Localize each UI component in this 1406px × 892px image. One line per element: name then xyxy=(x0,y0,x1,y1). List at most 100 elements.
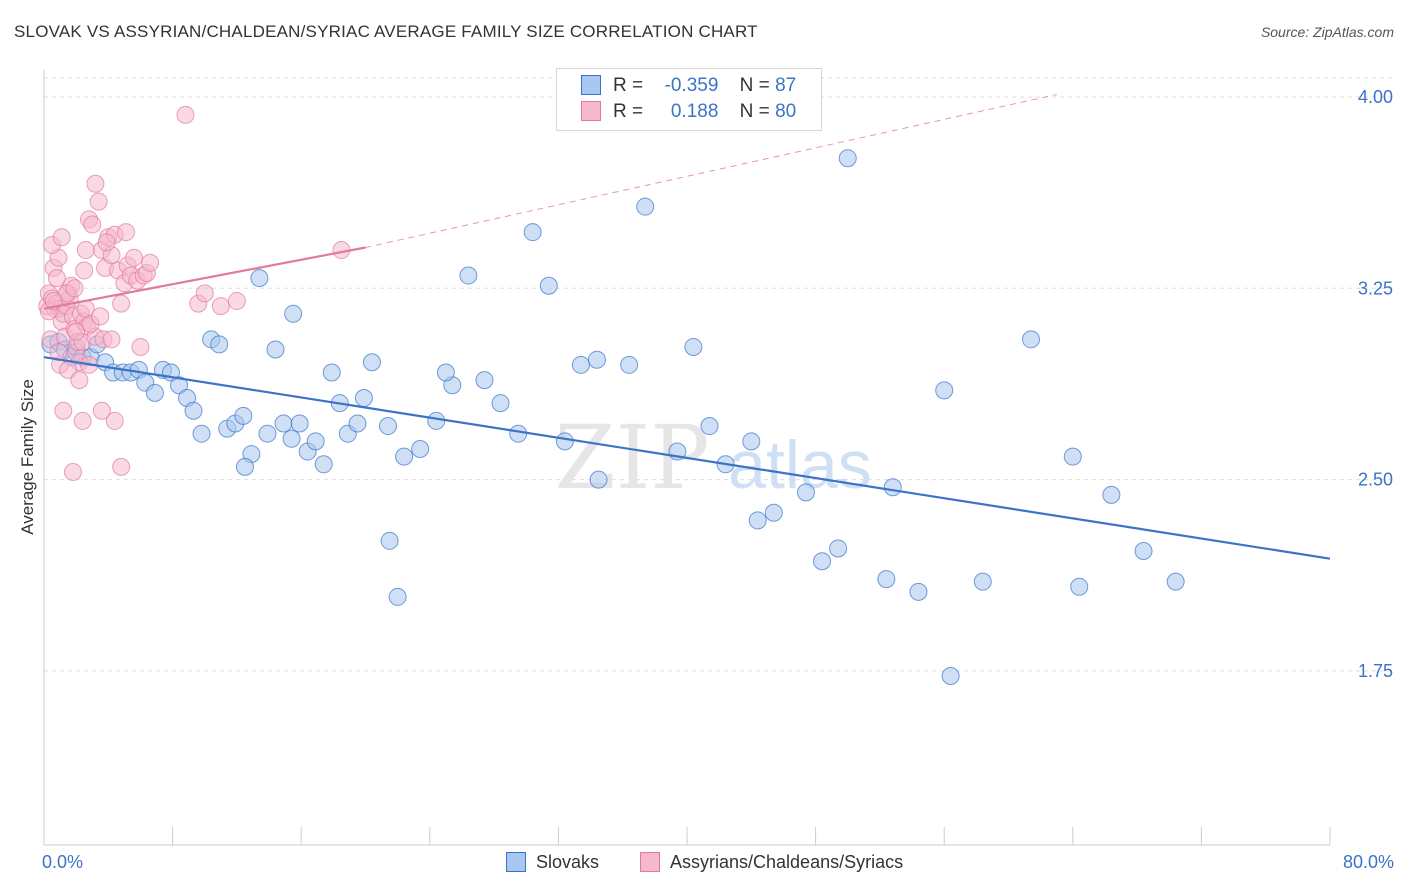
data-point xyxy=(1166,572,1185,591)
x-tick-min: 0.0% xyxy=(42,852,84,872)
data-point xyxy=(131,337,150,356)
data-point xyxy=(234,406,253,425)
data-point xyxy=(935,381,954,400)
data-point xyxy=(883,478,902,497)
y-tick-label: 2.50 xyxy=(1358,470,1393,490)
data-point xyxy=(116,223,135,242)
data-point xyxy=(86,174,105,193)
data-point xyxy=(290,414,309,433)
data-point xyxy=(587,350,606,369)
data-point xyxy=(411,439,430,458)
data-point xyxy=(192,424,211,443)
data-point xyxy=(684,337,703,356)
data-point xyxy=(102,330,121,349)
trend-extension-line xyxy=(365,93,1057,248)
data-point xyxy=(748,511,767,530)
data-point xyxy=(973,572,992,591)
chart-source: Source: ZipAtlas.com xyxy=(1260,24,1394,40)
legend-r-label: R = xyxy=(613,75,644,96)
legend-swatch-pink xyxy=(640,852,660,872)
data-point xyxy=(266,340,285,359)
data-point xyxy=(92,401,111,420)
data-point xyxy=(436,363,455,382)
trend-line xyxy=(43,246,366,310)
data-point xyxy=(112,294,131,313)
data-point xyxy=(274,414,293,433)
legend-n-label: N = xyxy=(739,101,770,122)
data-point xyxy=(620,355,639,374)
legend-n-value: 87 xyxy=(775,75,797,96)
data-point xyxy=(636,197,655,216)
data-point xyxy=(838,149,857,168)
data-point xyxy=(235,457,254,476)
data-point xyxy=(523,223,542,242)
data-point xyxy=(796,483,815,502)
data-point xyxy=(52,228,71,247)
data-point xyxy=(571,355,590,374)
data-point xyxy=(89,192,108,211)
data-point xyxy=(1134,542,1153,561)
data-point xyxy=(49,343,68,362)
data-point xyxy=(764,503,783,522)
data-point xyxy=(282,429,301,448)
data-point xyxy=(555,432,574,451)
data-point xyxy=(388,587,407,606)
chart-title: SLOVAK VS ASSYRIAN/CHALDEAN/SYRIAC AVERA… xyxy=(14,22,758,41)
axes xyxy=(43,70,1331,846)
data-point xyxy=(67,322,86,341)
data-point xyxy=(195,284,214,303)
legend-label: Assyrians/Chaldeans/Syriacs xyxy=(670,852,904,872)
bottom-legend-slovaks: Slovaks xyxy=(506,852,599,873)
data-point xyxy=(176,105,195,124)
data-point xyxy=(70,371,89,390)
data-point xyxy=(1102,485,1121,504)
x-tick-max: 80.0% xyxy=(1342,852,1394,872)
data-point xyxy=(362,353,381,372)
data-point xyxy=(354,388,373,407)
data-point xyxy=(589,470,608,489)
legend-n-label: N = xyxy=(739,75,770,96)
legend-swatch-blue xyxy=(506,852,526,872)
data-point xyxy=(322,363,341,382)
tick-labels: 1.75 2.50 3.25 4.00 xyxy=(1358,87,1393,681)
trend-line xyxy=(43,356,1331,560)
legend-swatch-blue xyxy=(581,75,601,95)
data-point xyxy=(83,215,102,234)
legend-r-label: R = xyxy=(613,101,644,122)
data-point xyxy=(1070,577,1089,596)
data-point xyxy=(700,417,719,436)
data-point xyxy=(539,276,558,295)
data-point xyxy=(145,383,164,402)
data-point xyxy=(427,411,446,430)
legend-swatch-pink xyxy=(581,101,601,121)
y-tick-label: 4.00 xyxy=(1358,87,1393,107)
data-point xyxy=(73,411,92,430)
legend-r-value: -0.359 xyxy=(664,75,719,96)
data-point xyxy=(125,248,144,267)
bottom-legend-assyrians: Assyrians/Chaldeans/Syriacs xyxy=(640,852,903,873)
legend-row-assyrians: R = 0.188 N = 80 xyxy=(581,101,796,127)
data-point xyxy=(1063,447,1082,466)
data-point xyxy=(65,279,84,298)
data-point xyxy=(1022,330,1041,349)
data-point xyxy=(210,335,229,354)
data-point xyxy=(47,269,66,288)
y-tick-label: 1.75 xyxy=(1358,661,1393,681)
data-point xyxy=(941,667,960,686)
data-point xyxy=(97,233,116,252)
data-point xyxy=(63,462,82,481)
data-point xyxy=(909,582,928,601)
data-point xyxy=(829,539,848,558)
data-point xyxy=(742,432,761,451)
data-point xyxy=(491,394,510,413)
data-point xyxy=(475,371,494,390)
data-point xyxy=(306,432,325,451)
data-point xyxy=(112,457,131,476)
data-point xyxy=(76,241,95,260)
trend-lines xyxy=(43,93,1331,560)
legend-label: Slovaks xyxy=(536,852,600,872)
data-point xyxy=(141,253,160,272)
data-point xyxy=(509,424,528,443)
data-point xyxy=(54,401,73,420)
